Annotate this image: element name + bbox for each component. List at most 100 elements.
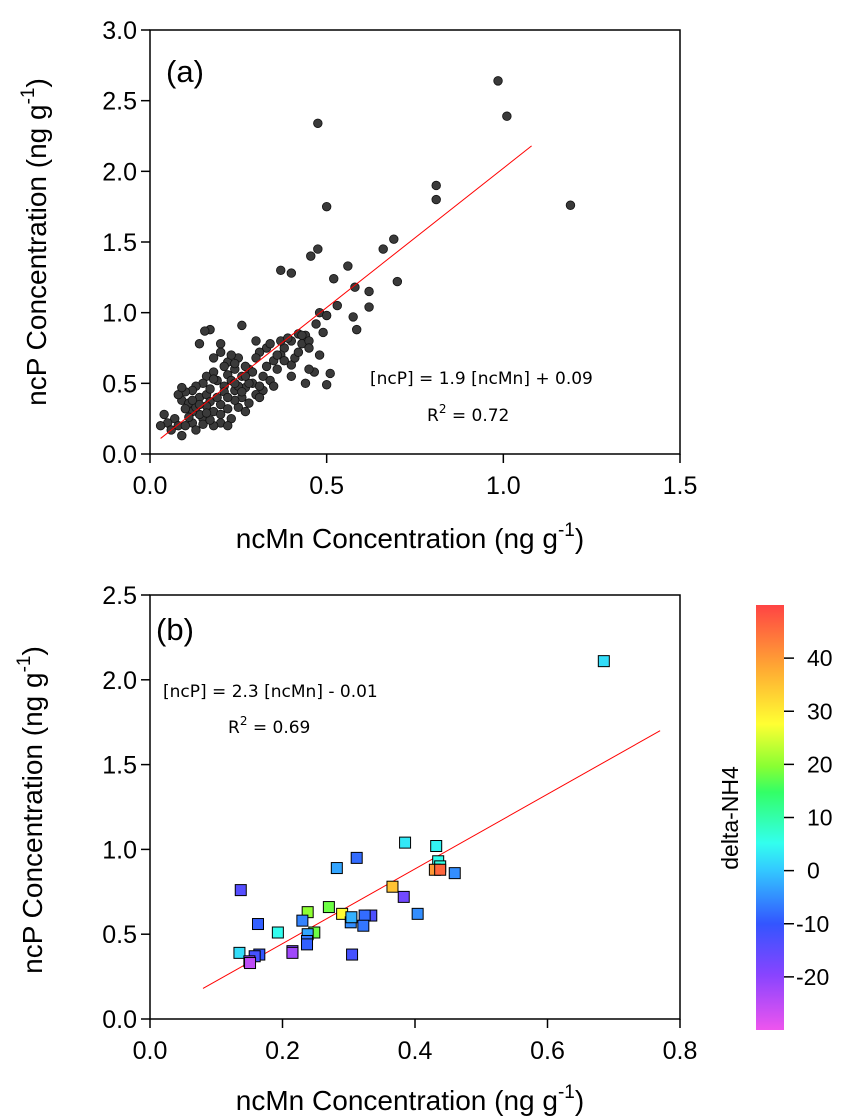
y-tick-label-b: 1.5: [102, 752, 137, 780]
y-tick-label-b: 1.0: [102, 836, 137, 864]
data-point: [350, 851, 363, 864]
y-tick-label-a: 2.5: [102, 88, 137, 116]
y-tick-label-a: 0.5: [102, 370, 137, 398]
data-point: [565, 200, 576, 210]
r2-value-b: = 0.69: [247, 718, 310, 738]
data-point: [343, 261, 353, 271]
data-point: [296, 914, 309, 927]
data-point: [254, 392, 265, 403]
data-point: [321, 380, 332, 390]
x-tick-label-a: 0.5: [309, 472, 344, 500]
r2-prefix-a: R: [427, 406, 439, 426]
data-point: [180, 421, 191, 431]
data-point: [330, 862, 343, 875]
r2-exp-b: 2: [240, 714, 248, 728]
colorbar-tick-label: 10: [807, 805, 833, 831]
scatter-points-a: [155, 76, 576, 441]
data-point: [352, 324, 362, 335]
data-point: [194, 339, 205, 349]
panel-b: 0.0 0.2 0.4 0.6 0.8 0.0 0.5 1.0 1.5 2.0 2.5 (b) [n…: [14, 582, 833, 1116]
x-axis-close-b: ): [575, 1085, 584, 1116]
x-axis-title-b: ncMn Concentration (ng g-1): [236, 1082, 584, 1116]
y-tick-label-a: 1.0: [102, 300, 137, 328]
data-point: [300, 378, 311, 389]
data-point: [240, 361, 251, 372]
data-point: [314, 350, 325, 360]
data-point: [325, 368, 335, 379]
data-point: [313, 244, 323, 254]
colorbar-tick-label: 30: [807, 698, 833, 724]
data-point: [201, 408, 212, 418]
panel-a: 0.0 0.5 1.0 1.5 0.0 0.5 1.0 1.5 2.0 2.5 3.0 (a) [n…: [18, 17, 697, 554]
data-point: [208, 353, 219, 363]
axis-ticks-a: 0.0 0.5 1.0 1.5 0.0 0.5 1.0 1.5 2.0 2.5 3.0: [102, 17, 697, 500]
data-point: [223, 392, 233, 403]
x-tick-label-b: 0.4: [398, 1037, 433, 1065]
equation-b: [ncP] = 2.3 [ncMn] - 0.01: [163, 682, 378, 702]
data-point: [233, 946, 246, 959]
data-point: [386, 880, 399, 893]
fit-line-b: [202, 730, 661, 989]
colorbar-tick-label: 0: [807, 858, 820, 884]
data-point: [430, 840, 443, 853]
plot-area-a: [149, 29, 681, 455]
data-point: [502, 111, 512, 121]
data-point: [358, 909, 371, 922]
data-point: [431, 194, 441, 205]
fit-line-a: [160, 145, 532, 439]
r2-b: R2 = 0.69: [228, 714, 310, 738]
data-point: [293, 347, 304, 357]
data-point: [397, 890, 410, 903]
data-point: [276, 265, 286, 275]
y-tick-label-a: 2.0: [102, 158, 137, 186]
data-point: [240, 371, 251, 381]
x-axis-label-a: ncMn Concentration (ng g: [236, 523, 558, 554]
colorbar-tick-label: -20: [796, 964, 829, 990]
y-tick-label-b: 0.0: [102, 1006, 137, 1034]
x-tick-label-a: 0.0: [133, 472, 168, 500]
x-axis-exp-b: -1: [558, 1082, 575, 1103]
data-point: [254, 381, 265, 391]
data-point: [332, 300, 342, 311]
y-axis-label-a: ncP Concentration (ng g: [21, 104, 52, 405]
data-point: [244, 398, 254, 408]
y-tick-label-a: 0.0: [102, 441, 137, 469]
data-point: [286, 268, 297, 278]
data-point: [251, 918, 264, 931]
data-point: [261, 361, 272, 372]
data-point: [240, 406, 251, 417]
data-point: [271, 926, 284, 939]
colorbar-gradient: [756, 605, 784, 1030]
axis-ticks-b: 0.0 0.2 0.4 0.6 0.8 0.0 0.5 1.0 1.5 2.0 2.5: [102, 582, 697, 1065]
y-tick-label-b: 2.5: [102, 582, 137, 610]
data-point: [268, 381, 279, 391]
data-point: [258, 371, 268, 381]
data-point: [311, 319, 321, 329]
data-point: [215, 347, 226, 357]
data-point: [378, 244, 388, 254]
y-axis-close-a: ): [21, 78, 52, 87]
r2-prefix-b: R: [228, 718, 240, 738]
data-point: [180, 404, 191, 414]
x-axis-title-a: ncMn Concentration (ng g-1): [236, 520, 584, 554]
data-point: [247, 367, 258, 377]
data-point: [318, 327, 328, 338]
data-point: [226, 350, 236, 360]
data-point: [597, 655, 610, 668]
data-point: [265, 339, 275, 349]
data-point: [286, 371, 297, 381]
y-axis-title-a: ncP Concentration (ng g-1): [18, 78, 52, 406]
data-point: [364, 302, 374, 312]
r2-a: R2 = 0.72: [427, 402, 509, 426]
x-tick-label-b: 0.8: [663, 1037, 698, 1065]
data-point: [322, 901, 335, 914]
y-axis-label-b: ncP Concentration (ng g: [17, 672, 48, 973]
colorbar: 40 30 20 10 0 -10 -20 delta-NH4: [717, 605, 833, 1030]
x-axis-close-a: ): [575, 523, 584, 554]
data-point: [237, 320, 247, 331]
data-point: [389, 234, 399, 244]
y-axis-close-b: ): [17, 646, 48, 655]
data-point: [279, 356, 289, 366]
data-point: [215, 339, 226, 349]
data-point: [364, 286, 374, 297]
